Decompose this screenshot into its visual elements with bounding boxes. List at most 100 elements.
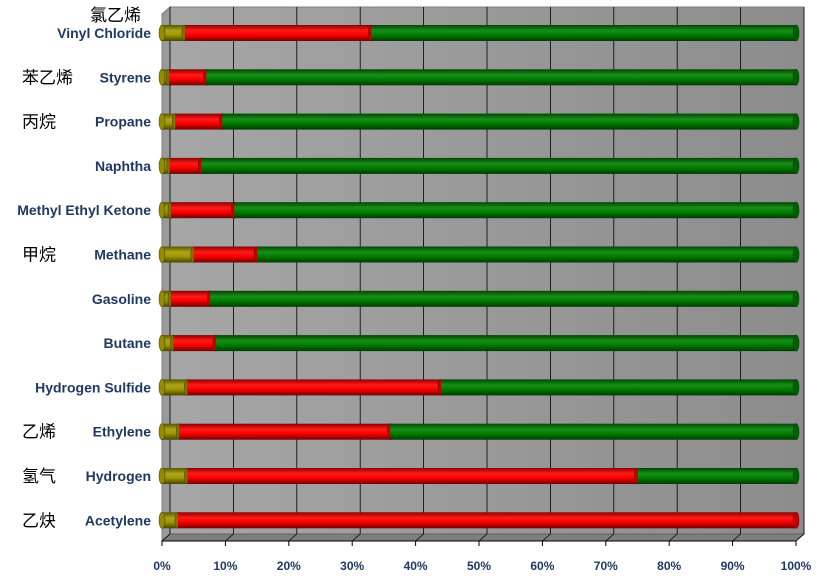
bar-segment xyxy=(169,157,202,174)
gridline-floor xyxy=(478,533,488,542)
bar-segment xyxy=(162,246,194,263)
bar-cap xyxy=(792,467,800,485)
category-label: Vinyl Chloride xyxy=(57,25,151,41)
bar-segment xyxy=(162,468,188,484)
bar-segment xyxy=(257,246,797,263)
bar-segment xyxy=(170,202,235,219)
x-tick-label: 20% xyxy=(277,559,301,573)
bar-start-cap xyxy=(158,69,166,86)
bar-cap xyxy=(792,423,800,441)
bar-segment xyxy=(162,113,176,130)
bar-segment xyxy=(173,335,216,352)
bar-segment xyxy=(170,290,211,307)
bar-segment xyxy=(206,69,796,86)
x-tick-label: 90% xyxy=(721,559,745,573)
bar-cap xyxy=(792,290,800,308)
bar-segment xyxy=(162,512,178,529)
bar-segment xyxy=(162,290,171,307)
gridline-floor xyxy=(605,533,615,542)
bar-start-cap xyxy=(158,423,166,441)
gridline-floor xyxy=(351,533,361,542)
bar-segment xyxy=(390,423,796,440)
category-label-zh: 甲烷 xyxy=(22,246,56,266)
bar-segment xyxy=(162,25,185,41)
bar-cap xyxy=(792,246,800,263)
bar-segment xyxy=(162,335,174,352)
category-label: Acetylene xyxy=(85,512,151,528)
category-label: Butane xyxy=(104,335,152,351)
plot-walls xyxy=(160,5,806,543)
bars xyxy=(158,24,800,529)
x-tick-label: 30% xyxy=(340,559,364,573)
bar-cap xyxy=(792,69,800,86)
bar-cap xyxy=(792,511,800,529)
x-axis: 0% 10% 20% 30% 40% 50% 60% 70% 80% 90% 100% xyxy=(153,540,812,573)
bar-start-cap xyxy=(158,24,166,42)
category-label: Styrene xyxy=(100,69,152,85)
x-tick-label: 0% xyxy=(153,559,171,573)
bar-cap xyxy=(792,334,800,352)
category-label: Methyl Ethyl Ketone xyxy=(17,202,151,218)
bar-start-cap xyxy=(158,379,166,396)
gridline-floor xyxy=(161,533,171,542)
category-label: Hydrogen xyxy=(86,468,151,484)
bar-cap xyxy=(792,113,800,130)
category-label-zh: 氯乙烯 xyxy=(90,6,141,26)
category-label: Propane xyxy=(95,114,151,130)
bar-segment xyxy=(184,25,372,41)
x-tick-label: 40% xyxy=(404,559,428,573)
bar-segment xyxy=(168,69,207,86)
x-tick-label: 50% xyxy=(467,559,491,573)
bar-start-cap xyxy=(158,113,166,130)
category-label-zh: 乙炔 xyxy=(22,511,56,531)
bar-segment xyxy=(234,202,796,219)
gridlines xyxy=(161,7,805,542)
bar-start-cap xyxy=(158,334,166,352)
x-tick-label: 60% xyxy=(530,559,554,573)
bar-cap xyxy=(792,157,800,175)
bar-start-cap xyxy=(158,511,166,529)
bar-segment xyxy=(162,157,170,174)
gridline-floor xyxy=(732,533,741,542)
bar-start-cap xyxy=(158,467,166,485)
bar-segment xyxy=(222,113,797,130)
x-tick-label: 10% xyxy=(213,559,237,573)
bar-segment xyxy=(162,202,171,219)
bar-segment xyxy=(210,290,796,307)
category-label-zh: 丙烷 xyxy=(22,113,56,133)
category-label: Ethylene xyxy=(93,424,152,440)
bar-segment xyxy=(371,25,796,41)
bar-segment xyxy=(193,246,258,263)
gridline-floor xyxy=(795,533,805,542)
bar-start-cap xyxy=(158,290,166,308)
bar-segment xyxy=(187,379,441,396)
category-label: Methane xyxy=(94,247,151,263)
category-label-zh: 乙烯 xyxy=(22,423,56,443)
bar-segment xyxy=(215,335,796,352)
bar-start-cap xyxy=(158,246,166,263)
bar-cap xyxy=(792,379,800,396)
x-tick-label: 100% xyxy=(781,559,812,573)
bar-segment xyxy=(440,379,796,396)
bar-segment xyxy=(201,157,797,174)
bar-segment xyxy=(162,69,169,86)
bar-segment xyxy=(177,512,797,529)
bar-cap xyxy=(792,24,800,42)
x-tick-label: 70% xyxy=(594,559,618,573)
bar-segment xyxy=(162,423,180,440)
gridline-floor xyxy=(542,533,551,542)
bar-start-cap xyxy=(158,157,166,175)
category-label: Naphtha xyxy=(95,158,151,174)
bar-segment xyxy=(179,423,391,440)
bar-segment xyxy=(175,113,223,130)
bar-segment xyxy=(187,468,638,484)
bar-cap xyxy=(792,201,800,219)
category-label-zh: 苯乙烯 xyxy=(22,68,73,88)
gridline-floor xyxy=(288,533,298,542)
category-label-zh: 氢气 xyxy=(22,467,56,487)
gridline-floor xyxy=(415,533,424,542)
bar-segment xyxy=(162,379,188,396)
side-wall xyxy=(161,5,171,543)
